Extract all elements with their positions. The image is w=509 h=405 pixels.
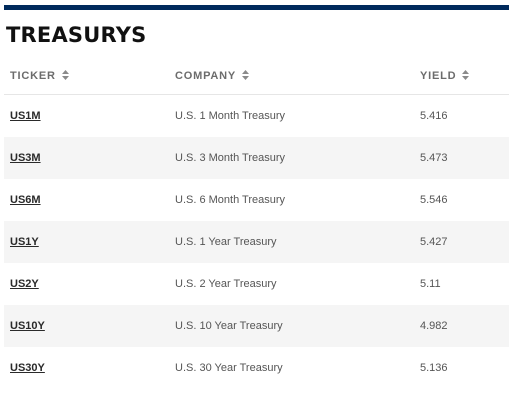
yield-cell: 5.136: [414, 347, 509, 389]
sort-icon[interactable]: [462, 70, 470, 80]
column-header-label: YIELD: [420, 70, 457, 82]
table-row: US30Y U.S. 30 Year Treasury 5.136: [4, 347, 509, 389]
ticker-cell: US6M: [4, 179, 169, 221]
table-row: US3M U.S. 3 Month Treasury 5.473: [4, 137, 509, 179]
company-cell: U.S. 30 Year Treasury: [169, 347, 414, 389]
ticker-cell: US3M: [4, 137, 169, 179]
ticker-link[interactable]: US6M: [10, 194, 41, 206]
ticker-link[interactable]: US10Y: [10, 320, 45, 332]
yield-cell: 5.427: [414, 221, 509, 263]
ticker-cell: US10Y: [4, 305, 169, 347]
company-cell: U.S. 3 Month Treasury: [169, 137, 414, 179]
table-row: US1M U.S. 1 Month Treasury 5.416: [4, 94, 509, 137]
yield-cell: 5.11: [414, 263, 509, 305]
column-header-label: COMPANY: [175, 70, 237, 82]
ticker-link[interactable]: US2Y: [10, 278, 39, 290]
ticker-link[interactable]: US30Y: [10, 362, 45, 374]
column-header-ticker[interactable]: TICKER: [4, 58, 169, 95]
yield-cell: 5.416: [414, 94, 509, 137]
table-header-row: TICKER COMPANY YIELD: [4, 58, 509, 95]
company-cell: U.S. 1 Year Treasury: [169, 221, 414, 263]
ticker-cell: US1Y: [4, 221, 169, 263]
yield-cell: 5.473: [414, 137, 509, 179]
table-body: US1M U.S. 1 Month Treasury 5.416 US3M U.…: [4, 94, 509, 389]
ticker-cell: US30Y: [4, 347, 169, 389]
table-row: US1Y U.S. 1 Year Treasury 5.427: [4, 221, 509, 263]
treasurys-table: TICKER COMPANY YIELD US1M U.S. 1 Month T…: [4, 58, 509, 389]
yield-cell: 4.982: [414, 305, 509, 347]
column-header-company[interactable]: COMPANY: [169, 58, 414, 95]
table-header: TICKER COMPANY YIELD: [4, 58, 509, 95]
ticker-link[interactable]: US3M: [10, 152, 41, 164]
sort-icon[interactable]: [242, 70, 250, 80]
yield-cell: 5.546: [414, 179, 509, 221]
company-cell: U.S. 10 Year Treasury: [169, 305, 414, 347]
page-title: TREASURYS: [6, 23, 147, 47]
ticker-link[interactable]: US1Y: [10, 236, 39, 248]
company-cell: U.S. 1 Month Treasury: [169, 94, 414, 137]
column-header-label: TICKER: [10, 70, 56, 82]
table-row: US2Y U.S. 2 Year Treasury 5.11: [4, 263, 509, 305]
table-row: US10Y U.S. 10 Year Treasury 4.982: [4, 305, 509, 347]
ticker-cell: US2Y: [4, 263, 169, 305]
ticker-cell: US1M: [4, 94, 169, 137]
column-header-yield[interactable]: YIELD: [414, 58, 509, 95]
company-cell: U.S. 6 Month Treasury: [169, 179, 414, 221]
sort-icon[interactable]: [61, 70, 69, 80]
company-cell: U.S. 2 Year Treasury: [169, 263, 414, 305]
ticker-link[interactable]: US1M: [10, 110, 41, 122]
top-accent-bar: [4, 5, 509, 10]
table-row: US6M U.S. 6 Month Treasury 5.546: [4, 179, 509, 221]
